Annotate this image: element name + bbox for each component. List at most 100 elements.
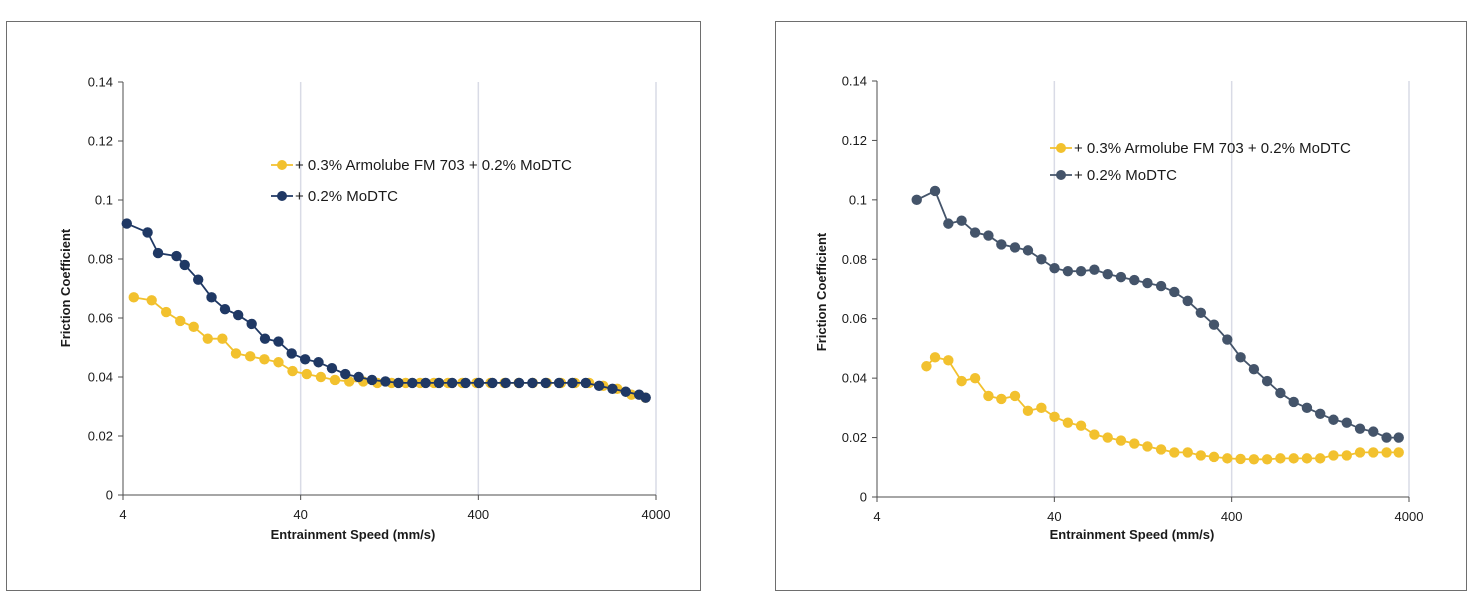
data-point — [1022, 405, 1034, 417]
data-point — [1368, 426, 1379, 437]
data-point — [1315, 408, 1326, 419]
data-point — [1089, 429, 1100, 440]
data-point — [1155, 444, 1167, 455]
data-point — [1261, 454, 1273, 465]
y-tick-label: 0.08 — [88, 252, 113, 267]
y-tick-label: 0.04 — [842, 371, 867, 386]
data-point — [1354, 423, 1366, 434]
data-point — [1222, 453, 1233, 464]
data-point — [1235, 352, 1246, 363]
data-point — [473, 377, 485, 389]
data-point — [315, 371, 327, 383]
data-point — [152, 247, 164, 259]
data-point — [513, 377, 525, 389]
data-point — [1288, 453, 1299, 464]
data-point — [259, 333, 271, 344]
y-tick-label: 0.02 — [842, 430, 867, 445]
legend-label: + 0.2% MoDTC — [1074, 167, 1177, 184]
data-point — [527, 377, 538, 389]
data-point — [246, 318, 257, 330]
y-tick-label: 0.04 — [88, 370, 113, 385]
data-point — [179, 259, 190, 271]
data-point — [956, 215, 967, 226]
data-point — [607, 383, 618, 394]
data-point — [929, 185, 941, 197]
data-point — [217, 333, 228, 344]
data-point — [1022, 245, 1034, 256]
data-point — [943, 355, 954, 366]
data-point — [1182, 295, 1193, 307]
data-point — [1049, 411, 1060, 422]
chart-panel-left: 0 0.02 0.04 0.06 0.08 0.1 0.12 0.14 4 40 400 4000 +… — [6, 21, 701, 591]
data-point — [1315, 453, 1326, 464]
data-point — [273, 357, 284, 368]
data-point — [326, 362, 338, 374]
data-point — [1195, 307, 1207, 318]
data-point — [540, 377, 551, 389]
x-tick-label: 400 — [1221, 509, 1243, 524]
y-tick-label: 0 — [860, 490, 867, 505]
data-point — [245, 351, 256, 362]
data-point — [921, 361, 932, 372]
data-point — [171, 250, 182, 262]
data-point — [121, 218, 132, 229]
data-point — [146, 295, 157, 306]
data-point — [1062, 265, 1074, 277]
y-tick-label: 0.12 — [88, 134, 113, 149]
data-point — [202, 333, 213, 344]
data-point — [1062, 417, 1074, 428]
data-point — [232, 309, 244, 321]
data-point — [1129, 438, 1140, 449]
y-tick-label: 0.14 — [88, 75, 113, 90]
data-point — [1341, 450, 1352, 461]
data-point — [1248, 454, 1260, 465]
y-tick-label: 0.06 — [842, 311, 867, 326]
data-point — [219, 303, 231, 315]
data-point — [160, 306, 172, 318]
data-point — [929, 352, 941, 363]
y-tick-label: 0 — [106, 488, 113, 503]
data-point — [969, 227, 981, 238]
x-axis-title: Entrainment Speed (mm/s) — [1050, 527, 1215, 542]
y-tick-label: 0.02 — [88, 429, 113, 444]
data-point — [500, 377, 511, 389]
data-point — [1155, 280, 1167, 292]
data-point — [956, 375, 967, 387]
series-line-1 — [126, 222, 647, 399]
data-point — [1354, 447, 1366, 458]
data-point — [301, 368, 312, 380]
data-point — [460, 377, 471, 389]
x-tick-label: 4 — [119, 507, 126, 522]
data-point — [1381, 447, 1392, 458]
data-point — [1208, 319, 1220, 330]
y-tick-label: 0.08 — [842, 252, 867, 267]
x-axis-title: Entrainment Speed (mm/s) — [271, 527, 436, 542]
data-point — [983, 390, 994, 402]
legend-label: + 0.3% Armolube FM 703 + 0.2% MoDTC — [1074, 140, 1351, 157]
data-point — [1142, 277, 1153, 289]
legend-label: + 0.2% MoDTC — [295, 188, 398, 205]
data-point — [1169, 286, 1180, 298]
chart-panel-right: 0 0.02 0.04 0.06 0.08 0.1 0.12 0.14 4 40 400 4000 +… — [775, 21, 1467, 591]
data-point — [1328, 450, 1339, 461]
legend-marker — [277, 160, 287, 170]
data-point — [983, 230, 994, 241]
data-point — [340, 368, 351, 380]
data-point — [1381, 432, 1392, 443]
data-point — [1393, 447, 1404, 458]
data-point — [620, 386, 631, 397]
data-point — [446, 377, 458, 389]
data-point — [580, 377, 591, 389]
data-point — [1182, 447, 1193, 458]
data-point — [393, 377, 404, 389]
data-point — [1142, 441, 1153, 452]
data-point — [420, 377, 431, 389]
data-point — [433, 377, 445, 389]
x-tick-label: 400 — [467, 507, 489, 522]
y-axis-title: Friction Coefficient — [58, 228, 73, 347]
data-point — [1275, 387, 1286, 399]
data-point — [230, 348, 242, 359]
data-point — [1261, 375, 1273, 387]
x-tick-label: 40 — [1047, 509, 1061, 524]
x-tick-label: 4000 — [642, 507, 671, 522]
